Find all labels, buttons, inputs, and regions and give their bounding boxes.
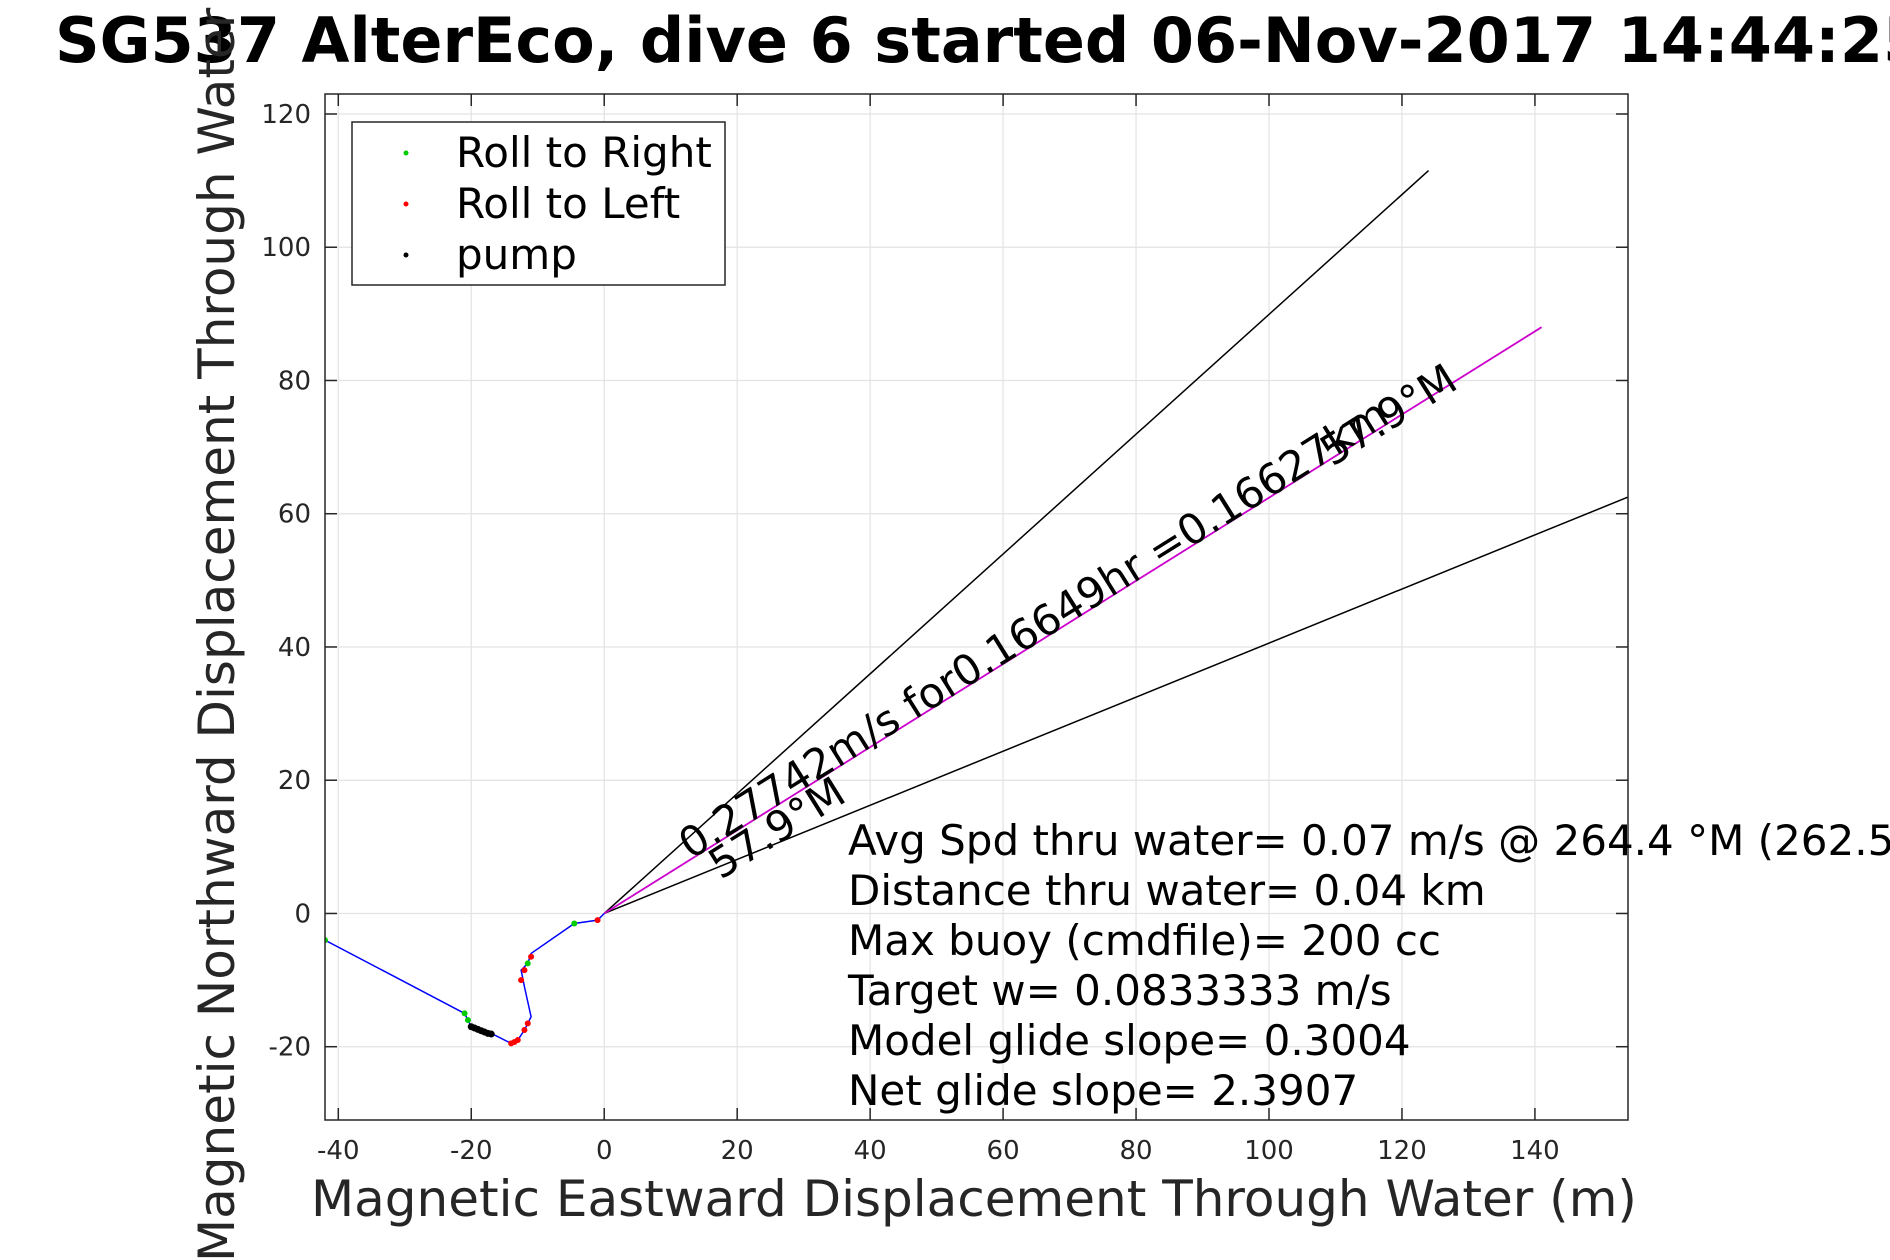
y-tick-label: 20 [278,766,311,796]
ticks: -40 -20 0 20 40 60 80 100 120 140 -20 0 20 40 60 80 100 1… [261,94,1628,1166]
legend-marker-roll-left [403,201,409,207]
x-tick-label: 40 [854,1136,887,1166]
roll-left-point [514,1037,521,1044]
x-tick-label: 0 [596,1136,613,1166]
x-tick-label: 20 [721,1136,754,1166]
stat-net-glide-slope: Net glide slope= 2.3907 [848,1066,1358,1115]
legend-label-roll-right: Roll to Right [456,128,712,177]
x-tick-label: 80 [1120,1136,1153,1166]
legend-marker-roll-right [403,150,409,156]
stat-max-buoy: Max buoy (cmdfile)= 200 cc [848,916,1441,965]
roll-left-point [524,1020,531,1027]
legend-box [351,121,726,286]
pump-point [487,1030,495,1038]
chart-title: SG537 AlterEco, dive 6 started 06-Nov-20… [55,4,1890,77]
heading-line [603,326,1543,915]
upper-bound-line [603,170,1430,915]
legend-label-roll-left: Roll to Left [456,179,680,228]
axes-box [324,93,1629,1121]
roll-left-point [521,967,528,974]
roll-right-point [464,1017,471,1024]
roll-right-point [461,1010,468,1017]
stats-block: Avg Spd thru water= 0.07 m/s @ 264.4 °M … [847,816,1890,1115]
x-tick-label: -20 [450,1136,492,1166]
y-tick-label: -20 [269,1033,311,1063]
stat-model-glide-slope: Model glide slope= 0.3004 [848,1016,1411,1065]
roll-left-point [521,1027,528,1034]
y-tick-label: 100 [261,233,311,263]
stat-distance: Distance thru water= 0.04 km [848,866,1486,915]
data-layer [325,170,1628,1047]
y-tick-label: 120 [261,100,311,130]
x-tick-label: 60 [987,1136,1020,1166]
y-tick-label: 0 [294,899,311,929]
y-tick-label: 60 [278,500,311,530]
legend-marker-pump [403,252,409,258]
grid [325,94,1628,1120]
legend-label-pump: pump [456,230,577,279]
y-tick-label: 80 [278,366,311,396]
roll-right-point [571,920,578,927]
lower-bound-line [603,496,1628,915]
x-tick-label: 120 [1377,1136,1427,1166]
y-axis-label: Magnetic Northward Displacement Through … [188,0,246,1260]
legend: Roll to Right Roll to Left pump [351,121,726,286]
y-tick-label: 40 [278,633,311,663]
roll-left-point [594,917,601,924]
x-tick-label: 100 [1244,1136,1294,1166]
roll-left-point [518,977,525,984]
stat-target-w: Target w= 0.0833333 m/s [847,966,1392,1015]
x-tick-label: 140 [1510,1136,1560,1166]
roll-right-point [524,960,531,967]
x-tick-label: -40 [317,1136,359,1166]
x-axis-label: Magnetic Eastward Displacement Through W… [311,1170,1637,1228]
roll-left-point [528,953,535,960]
stat-avg-speed: Avg Spd thru water= 0.07 m/s @ 264.4 °M … [848,816,1890,865]
